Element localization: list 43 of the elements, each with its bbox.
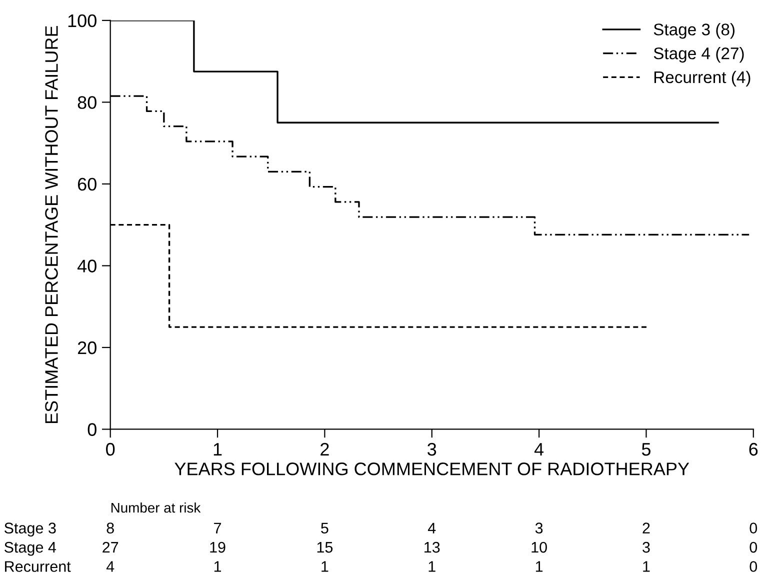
text: 0 [750,522,758,534]
y-axis-title: ESTIMATED PERCENTAGE WITHOUT FAILURE [45,26,58,424]
text: 1 [322,561,328,572]
text: 2 [642,522,650,534]
x-tick-label: 3 [428,442,436,456]
text: 10 [532,542,547,553]
x-tick-label: 0 [106,442,115,456]
text: 0 [750,542,758,553]
text: 1 [214,561,222,572]
text: 1 [643,561,650,572]
x-axis-title: YEARS FOLLOWING COMMENCEMENT OF RADIOTHERAPY [174,462,690,476]
text: 27 [102,542,118,553]
text: 15 [317,542,333,553]
text: 8 [106,522,114,534]
text: Stage 4 [4,542,56,556]
text: Number at risk [111,502,201,513]
legend-label: Stage 4 (27) [654,47,744,63]
text: 19 [210,542,226,553]
x-tick-label: 5 [642,443,650,456]
y-tick-label: 40 [77,260,96,272]
y-tick-label: 100 [68,14,96,28]
text: 4 [428,522,436,534]
text: Stage 3 [4,522,56,537]
legend-label: Stage 3 (8) [654,23,734,39]
text: 7 [214,522,221,534]
y-tick-label: 80 [78,96,96,109]
text: 5 [321,522,328,534]
text: 3 [642,542,650,553]
text: 1 [536,561,543,572]
x-tick-label: 6 [749,442,758,456]
text: Recurrent [5,561,71,572]
text: 4 [106,561,114,572]
x-tick-label: 1 [214,443,222,456]
x-tick-label: 2 [320,442,329,456]
y-tick-label: 0 [88,423,96,436]
legend-label: Recurrent (4) [654,70,750,86]
text: 1 [428,561,436,572]
y-tick-label: 20 [78,341,96,354]
text: 3 [535,522,543,534]
x-tick-label: 4 [534,443,544,456]
text: 13 [424,542,440,553]
y-tick-label: 60 [78,178,96,191]
text: 0 [750,561,758,572]
